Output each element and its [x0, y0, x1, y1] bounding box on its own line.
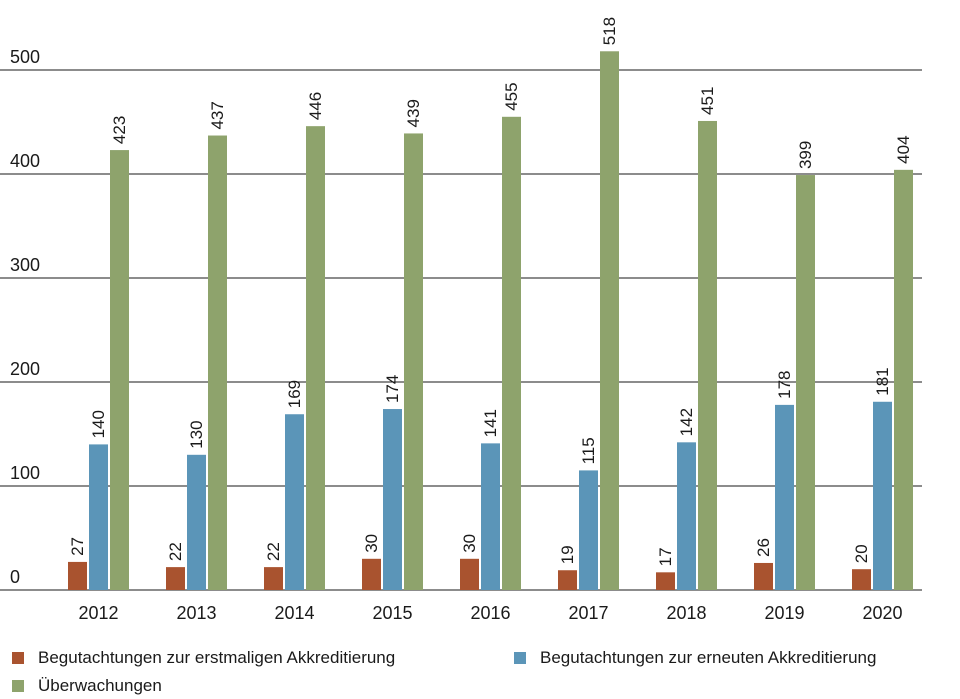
data-label-2020-series-0: 20 [852, 544, 871, 563]
bar-2015-series-0 [362, 558, 381, 590]
data-label-2015-series-2: 439 [404, 99, 423, 127]
legend-swatch-ueberwachungen [12, 680, 24, 692]
bar-2014-series-0 [264, 567, 283, 590]
x-tick-label-2018: 2018 [666, 603, 706, 623]
bar-2016-series-2 [502, 116, 521, 591]
bar-2013-series-0 [166, 567, 185, 590]
y-tick-label-0: 0 [10, 567, 20, 587]
bar-2013-series-2 [208, 135, 227, 590]
legend-item-erneute: Begutachtungen zur erneuten Akkreditieru… [514, 648, 876, 668]
bar-2018-series-0 [656, 572, 675, 590]
legend-item-ueberwachungen: Überwachungen [12, 676, 162, 696]
legend-label-erstmalige: Begutachtungen zur erstmaligen Akkrediti… [38, 648, 396, 667]
bar-2012-series-1 [89, 444, 108, 590]
bar-2016-series-0 [460, 558, 479, 590]
bar-2020-series-0 [852, 569, 871, 590]
data-label-2012-series-1: 140 [89, 410, 108, 438]
data-label-2013-series-1: 130 [187, 420, 206, 448]
y-tick-label-300: 300 [10, 255, 40, 275]
data-label-2019-series-0: 26 [754, 538, 773, 557]
data-label-2018-series-1: 142 [677, 408, 696, 436]
bar-chart: 0 100 200 300 400 500 27 140 423 2012 22 130 437 2013… [0, 17, 922, 623]
x-tick-label-2019: 2019 [764, 603, 804, 623]
bar-2020-series-2 [894, 169, 913, 590]
data-label-2014-series-2: 446 [306, 92, 325, 120]
bar-2017-series-1 [579, 470, 598, 590]
bar-2014-series-2 [306, 126, 325, 590]
bar-2019-series-1 [775, 404, 794, 590]
data-label-2016-series-2: 455 [502, 82, 521, 110]
bar-2015-series-2 [404, 133, 423, 590]
x-tick-label-2013: 2013 [176, 603, 216, 623]
bar-2015-series-1 [383, 409, 402, 590]
y-tick-label-500: 500 [10, 47, 40, 67]
data-label-2015-series-1: 174 [383, 375, 402, 403]
bar-2016-series-1 [481, 443, 500, 590]
legend-label-erneute: Begutachtungen zur erneuten Akkreditieru… [540, 648, 877, 667]
data-label-2019-series-2: 399 [796, 141, 815, 169]
x-tick-label-2012: 2012 [78, 603, 118, 623]
data-label-2013-series-0: 22 [166, 542, 185, 561]
bar-2019-series-0 [754, 562, 773, 590]
x-tick-label-2015: 2015 [372, 603, 412, 623]
legend-item-erstmalige: Begutachtungen zur erstmaligen Akkrediti… [12, 648, 395, 668]
data-label-2015-series-0: 30 [362, 534, 381, 553]
data-label-2020-series-2: 404 [894, 135, 913, 163]
y-tick-label-400: 400 [10, 151, 40, 171]
y-tick-label-100: 100 [10, 463, 40, 483]
data-label-2017-series-1: 115 [579, 437, 598, 464]
x-tick-label-2016: 2016 [470, 603, 510, 623]
x-tick-label-2020: 2020 [862, 603, 902, 623]
bar-2018-series-2 [698, 120, 717, 591]
bar-2012-series-0 [68, 561, 87, 590]
bar-2012-series-2 [110, 150, 129, 590]
data-label-2014-series-1: 169 [285, 380, 304, 408]
bar-2013-series-1 [187, 454, 206, 590]
legend-label-ueberwachungen: Überwachungen [38, 676, 162, 695]
data-label-2013-series-2: 437 [208, 101, 227, 129]
bar-2017-series-0 [558, 570, 577, 590]
x-tick-label-2017: 2017 [568, 603, 608, 623]
data-label-2018-series-2: 451 [698, 87, 717, 115]
bar-2020-series-1 [873, 401, 892, 590]
data-label-2017-series-2: 518 [600, 17, 619, 45]
data-label-2012-series-0: 27 [68, 537, 87, 556]
bar-2017-series-2 [600, 51, 619, 590]
y-tick-label-200: 200 [10, 359, 40, 379]
legend-swatch-erstmalige [12, 652, 24, 664]
data-label-2017-series-0: 19 [558, 545, 577, 564]
bar-2019-series-2 [796, 175, 815, 591]
data-label-2016-series-0: 30 [460, 534, 479, 553]
data-label-2014-series-0: 22 [264, 542, 283, 561]
bar-2018-series-1 [677, 442, 696, 590]
data-label-2019-series-1: 178 [775, 371, 794, 399]
x-tick-label-2014: 2014 [274, 603, 314, 623]
bar-2014-series-1 [285, 414, 304, 590]
legend-swatch-erneute [514, 652, 526, 664]
data-label-2018-series-0: 17 [656, 547, 675, 566]
data-label-2016-series-1: 141 [481, 409, 500, 437]
data-label-2012-series-2: 423 [110, 116, 129, 144]
data-label-2020-series-1: 181 [873, 367, 892, 395]
